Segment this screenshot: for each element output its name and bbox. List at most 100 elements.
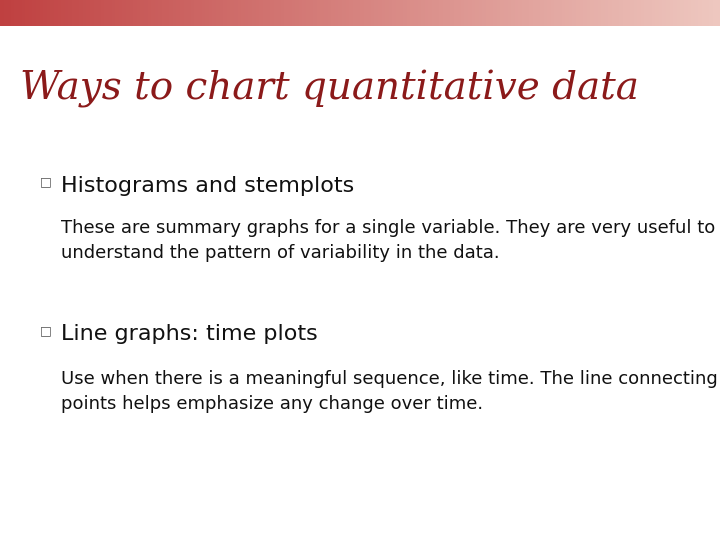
- Text: □: □: [40, 176, 51, 188]
- Bar: [504, 0, 509, 26]
- Bar: [274, 0, 279, 26]
- Bar: [295, 0, 300, 26]
- Bar: [385, 0, 390, 26]
- Bar: [83, 0, 88, 26]
- Bar: [677, 0, 682, 26]
- Bar: [468, 0, 473, 26]
- Bar: [443, 0, 448, 26]
- Bar: [144, 0, 149, 26]
- Bar: [518, 0, 523, 26]
- Bar: [238, 0, 243, 26]
- Bar: [497, 0, 502, 26]
- Bar: [90, 0, 95, 26]
- Bar: [11, 0, 16, 26]
- Bar: [162, 0, 167, 26]
- Bar: [601, 0, 606, 26]
- Text: □: □: [40, 324, 51, 337]
- Bar: [281, 0, 286, 26]
- Bar: [65, 0, 70, 26]
- Bar: [256, 0, 261, 26]
- Bar: [407, 0, 412, 26]
- Bar: [436, 0, 441, 26]
- Bar: [248, 0, 253, 26]
- Bar: [76, 0, 81, 26]
- Bar: [29, 0, 34, 26]
- Bar: [637, 0, 642, 26]
- Bar: [180, 0, 185, 26]
- Bar: [511, 0, 516, 26]
- Bar: [526, 0, 531, 26]
- Bar: [97, 0, 102, 26]
- Bar: [709, 0, 714, 26]
- Bar: [324, 0, 329, 26]
- Bar: [61, 0, 66, 26]
- Bar: [670, 0, 675, 26]
- Text: Histograms and stemplots: Histograms and stemplots: [61, 176, 354, 195]
- Bar: [47, 0, 52, 26]
- Bar: [558, 0, 563, 26]
- Bar: [360, 0, 365, 26]
- Bar: [18, 0, 23, 26]
- Bar: [227, 0, 232, 26]
- Bar: [119, 0, 124, 26]
- Bar: [310, 0, 315, 26]
- Bar: [101, 0, 106, 26]
- Bar: [378, 0, 383, 26]
- Bar: [205, 0, 210, 26]
- Bar: [7, 0, 12, 26]
- Bar: [472, 0, 477, 26]
- Bar: [540, 0, 545, 26]
- Bar: [68, 0, 73, 26]
- Text: These are summary graphs for a single variable. They are very useful to
understa: These are summary graphs for a single va…: [61, 219, 716, 262]
- Bar: [421, 0, 426, 26]
- Bar: [634, 0, 639, 26]
- Bar: [104, 0, 109, 26]
- Bar: [418, 0, 423, 26]
- Bar: [187, 0, 192, 26]
- Bar: [158, 0, 163, 26]
- Bar: [396, 0, 401, 26]
- Bar: [32, 0, 37, 26]
- Bar: [446, 0, 451, 26]
- Bar: [194, 0, 199, 26]
- Bar: [587, 0, 592, 26]
- Bar: [367, 0, 372, 26]
- Bar: [500, 0, 505, 26]
- Bar: [482, 0, 487, 26]
- Bar: [389, 0, 394, 26]
- Bar: [122, 0, 127, 26]
- Bar: [220, 0, 225, 26]
- Bar: [529, 0, 534, 26]
- Bar: [364, 0, 369, 26]
- Bar: [4, 0, 9, 26]
- Bar: [464, 0, 469, 26]
- Bar: [454, 0, 459, 26]
- Bar: [198, 0, 203, 26]
- Bar: [0, 0, 5, 26]
- Bar: [666, 0, 671, 26]
- Bar: [112, 0, 117, 26]
- Bar: [623, 0, 628, 26]
- Bar: [590, 0, 595, 26]
- Bar: [428, 0, 433, 26]
- Bar: [36, 0, 41, 26]
- Bar: [580, 0, 585, 26]
- Bar: [22, 0, 27, 26]
- Bar: [50, 0, 55, 26]
- Bar: [565, 0, 570, 26]
- Bar: [202, 0, 207, 26]
- Bar: [151, 0, 156, 26]
- Bar: [533, 0, 538, 26]
- Bar: [306, 0, 311, 26]
- Bar: [72, 0, 77, 26]
- Bar: [508, 0, 513, 26]
- Bar: [493, 0, 498, 26]
- Bar: [176, 0, 181, 26]
- Bar: [284, 0, 289, 26]
- Bar: [630, 0, 635, 26]
- Bar: [328, 0, 333, 26]
- Bar: [522, 0, 527, 26]
- Bar: [234, 0, 239, 26]
- Bar: [486, 0, 491, 26]
- Bar: [536, 0, 541, 26]
